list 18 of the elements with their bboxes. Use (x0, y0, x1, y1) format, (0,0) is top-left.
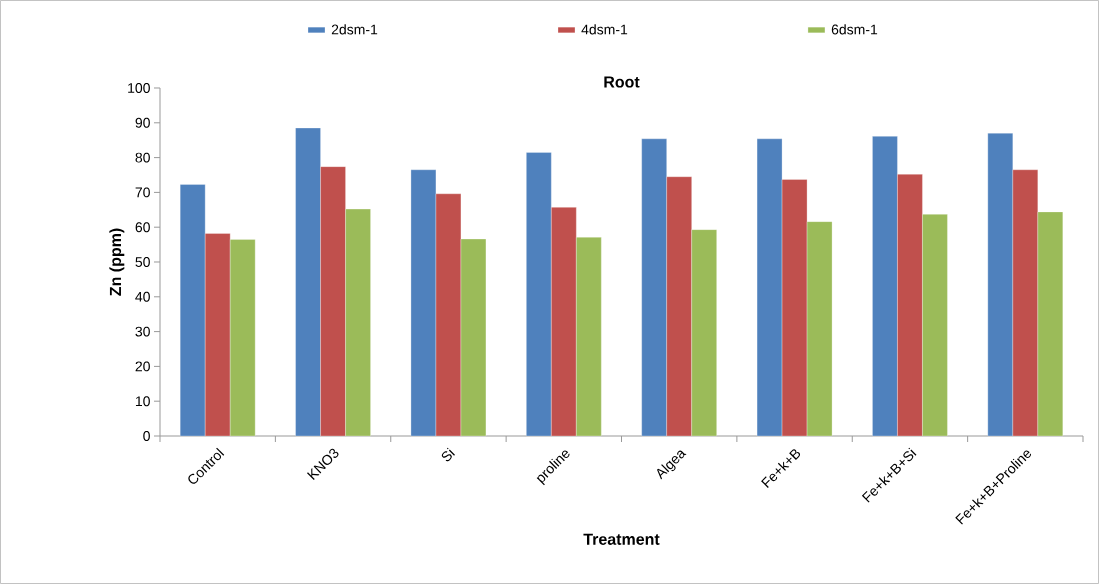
y-tick-label: 90 (135, 117, 150, 128)
chart-title: Root (604, 76, 640, 88)
y-tick-label: 0 (143, 431, 150, 441)
legend-label: 2dsm-1 (331, 24, 378, 35)
y-tick-label: 70 (135, 187, 150, 198)
legend-label: 4dsm-1 (581, 24, 628, 35)
y-tick-label: 40 (135, 291, 150, 302)
legend-label: 6dsm-1 (831, 24, 878, 35)
y-tick-label: 30 (135, 326, 150, 337)
y-tick-label: 10 (135, 396, 150, 407)
y-axis-title: Zn (ppm) (109, 228, 125, 296)
x-axis-title: Treatment (583, 533, 660, 545)
y-tick-label: 60 (135, 222, 150, 233)
y-tick-label: 80 (135, 152, 150, 163)
x-tick-label: Si (441, 447, 455, 462)
y-tick-label: 50 (135, 257, 150, 267)
y-tick-label: 100 (128, 83, 150, 93)
y-tick-label: 20 (135, 361, 150, 372)
